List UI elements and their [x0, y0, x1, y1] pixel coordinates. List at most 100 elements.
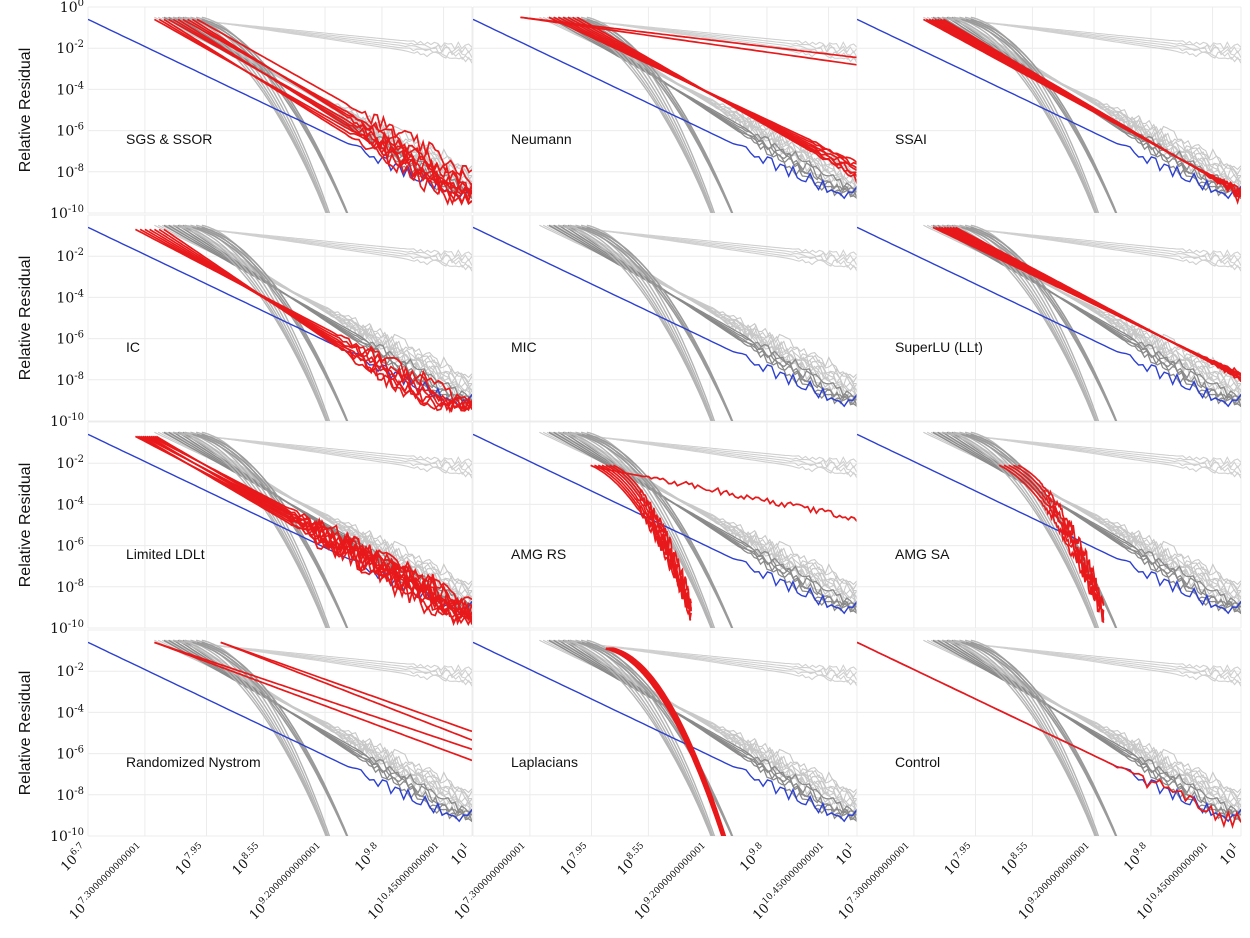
panel-label: IC	[126, 339, 140, 355]
background-series-line	[553, 639, 857, 819]
background-series-line	[586, 431, 716, 628]
background-series-line	[154, 431, 472, 586]
reference-series-line	[473, 433, 857, 615]
panel-8: AMG SA	[856, 421, 1242, 629]
background-series-line	[553, 224, 857, 404]
x-tick-label: 108.55	[228, 841, 266, 879]
background-series-line	[932, 224, 1241, 398]
y-tick-label: 10-2	[56, 247, 84, 265]
background-series-line	[182, 431, 472, 479]
background-series-line	[190, 224, 328, 421]
y-tick-label: 10-10	[50, 412, 84, 430]
highlight-series-line	[220, 641, 472, 741]
highlight-series-line	[955, 226, 1241, 377]
reference-series-line	[473, 18, 857, 200]
y-tick-label: 10-6	[56, 537, 84, 555]
background-series-line	[586, 639, 716, 836]
y-axis-label: Relative Residual	[17, 48, 34, 173]
background-series-line	[951, 16, 1241, 64]
x-tick-label: 101	[1216, 841, 1244, 869]
panel-label: AMG SA	[895, 546, 950, 562]
y-tick-label: 10-4	[56, 288, 84, 306]
y-tick-label: 10-8	[56, 163, 84, 181]
x-tick-label: 107.95	[171, 841, 209, 879]
reference-series-line	[88, 641, 472, 823]
y-axis-label: Relative Residual	[17, 463, 34, 588]
panel-label: SuperLU (LLt)	[895, 339, 983, 355]
background-series-line	[563, 16, 712, 213]
y-tick-label: 100	[60, 0, 84, 16]
panel-0: SGS & SSOR	[87, 6, 473, 214]
background-series-line	[947, 639, 1096, 836]
background-series-line	[548, 431, 857, 605]
background-series-line	[201, 641, 349, 836]
y-tick-label: 10-2	[56, 39, 84, 57]
background-series-line	[154, 639, 472, 794]
panel-label: Control	[895, 754, 940, 770]
background-series-line	[567, 431, 857, 479]
background-series-line	[575, 16, 713, 213]
panel-10: Laplacians	[472, 629, 858, 837]
background-series-line	[178, 224, 327, 421]
y-tick-label: 10-10	[50, 827, 84, 845]
x-tick-label: 107.95	[556, 841, 594, 879]
background-series-line	[951, 431, 1241, 479]
highlight-series-line	[153, 18, 472, 196]
highlight-series-line	[576, 16, 857, 184]
x-tick-label: 109.8	[1120, 841, 1154, 875]
highlight-series-line	[857, 641, 1241, 830]
background-series-line	[970, 224, 1100, 421]
x-tick-label: 109.2000000000001	[245, 841, 327, 923]
highlight-series-line	[597, 464, 692, 620]
y-tick-label: 10-4	[56, 495, 84, 513]
background-series-line	[548, 224, 857, 398]
highlight-series-line	[172, 18, 472, 196]
panel-5: SuperLU (LLt)	[856, 214, 1242, 422]
panel-label: AMG RS	[511, 546, 566, 562]
panel-label: SGS & SSOR	[126, 131, 212, 147]
y-axis-label: Relative Residual	[17, 256, 34, 381]
x-tick-label: 109.8	[351, 841, 385, 875]
highlight-series-line	[612, 647, 727, 836]
highlight-series-line	[168, 18, 472, 196]
background-series-line	[178, 639, 327, 836]
background-series-line	[947, 224, 1096, 421]
background-series-line	[190, 639, 328, 836]
x-tick-label: 1010.450000000001	[749, 841, 831, 923]
background-series-line	[201, 224, 331, 421]
y-tick-label: 10-6	[56, 745, 84, 763]
y-tick-label: 10-8	[56, 371, 84, 389]
background-series-line	[567, 224, 857, 272]
y-tick-label: 10-2	[56, 454, 84, 472]
panel-label: SSAI	[895, 131, 927, 147]
background-series-line	[182, 639, 472, 687]
background-series-line	[548, 639, 857, 813]
background-series-line	[970, 641, 1118, 836]
x-tick-label: 1010.450000000001	[1133, 841, 1215, 923]
y-axis-label: Relative Residual	[17, 671, 34, 796]
highlight-series-line	[942, 18, 1241, 197]
highlight-series-line	[163, 18, 472, 206]
panel-6: Limited LDLt	[87, 421, 473, 629]
highlight-series-line	[1003, 464, 1105, 622]
background-series-line	[201, 16, 331, 213]
panel-1: Neumann	[472, 6, 858, 214]
y-tick-label: 10-6	[56, 122, 84, 140]
background-series-line	[970, 226, 1118, 421]
reference-series-line	[857, 18, 1241, 200]
highlight-series-line	[154, 641, 472, 751]
x-tick-label: 1010.450000000001	[364, 841, 446, 923]
highlight-series-line	[191, 18, 472, 194]
y-tick-label: 10-4	[56, 703, 84, 721]
background-series-line	[563, 639, 712, 836]
background-series-line	[172, 224, 472, 408]
panel-4: MIC	[472, 214, 858, 422]
background-series-line	[563, 224, 712, 421]
background-series-line	[154, 224, 472, 379]
background-series-line	[184, 224, 327, 421]
highlight-series-line	[596, 466, 857, 522]
x-tick-label: 109.2000000000001	[630, 841, 712, 923]
background-series-line	[168, 224, 472, 404]
reference-series-line	[473, 226, 857, 408]
